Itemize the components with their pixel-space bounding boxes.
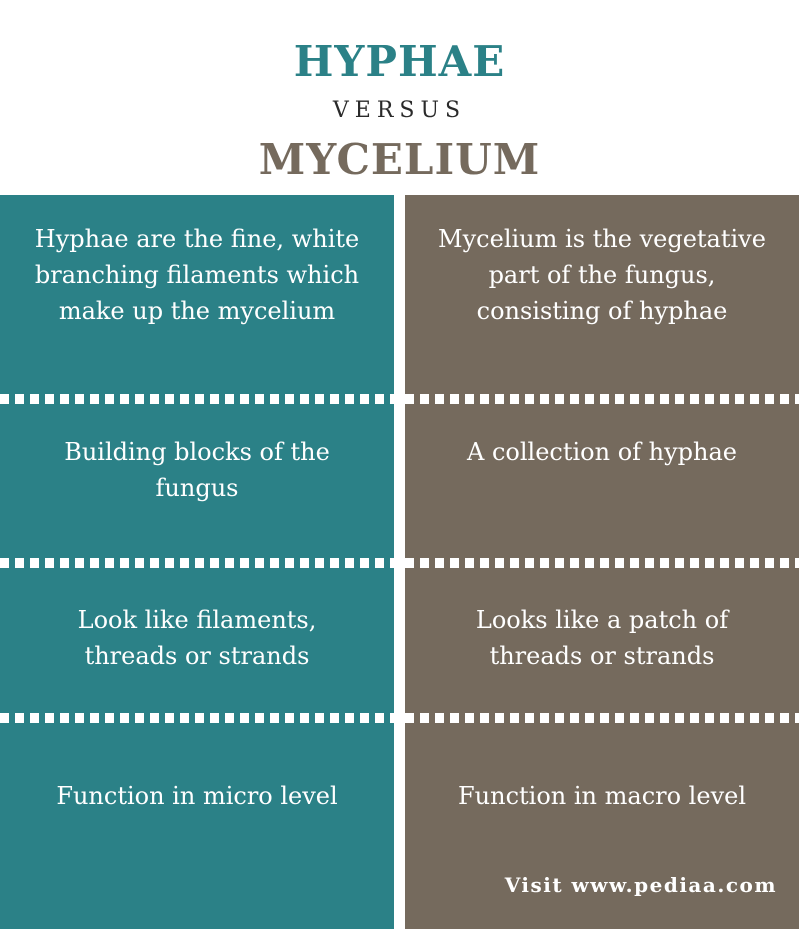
hyphae-definition: Hyphae are the fine, white branching fil… — [34, 225, 360, 325]
mycelium-column: Mycelium is the vegetative part of the f… — [405, 195, 799, 929]
mycelium-appearance: Looks like a patch of threads or strands — [475, 606, 729, 670]
mycelium-definition: Mycelium is the vegetative part of the f… — [438, 225, 766, 325]
title-hyphae: HYPHAE — [293, 37, 506, 86]
title-mycelium: MYCELIUM — [258, 135, 541, 184]
hyphae-function: Function in micro level — [56, 782, 338, 810]
versus-label: VERSUS — [332, 98, 467, 123]
row-separator — [405, 713, 799, 723]
hyphae-column: Hyphae are the fine, white branching fil… — [0, 195, 394, 929]
header: HYPHAE VERSUS MYCELIUM — [0, 0, 799, 195]
row-separator — [0, 713, 394, 723]
hyphae-role: Building blocks of the fungus — [64, 438, 330, 502]
source-watermark: Visit www.pediaa.com — [504, 873, 777, 897]
row-separator — [405, 394, 799, 404]
row-separator — [0, 558, 394, 568]
mycelium-role: A collection of hyphae — [466, 438, 737, 466]
hyphae-appearance: Look like filaments, threads or strands — [77, 606, 317, 670]
row-separator — [0, 394, 394, 404]
mycelium-function: Function in macro level — [458, 782, 746, 810]
row-separator — [405, 558, 799, 568]
